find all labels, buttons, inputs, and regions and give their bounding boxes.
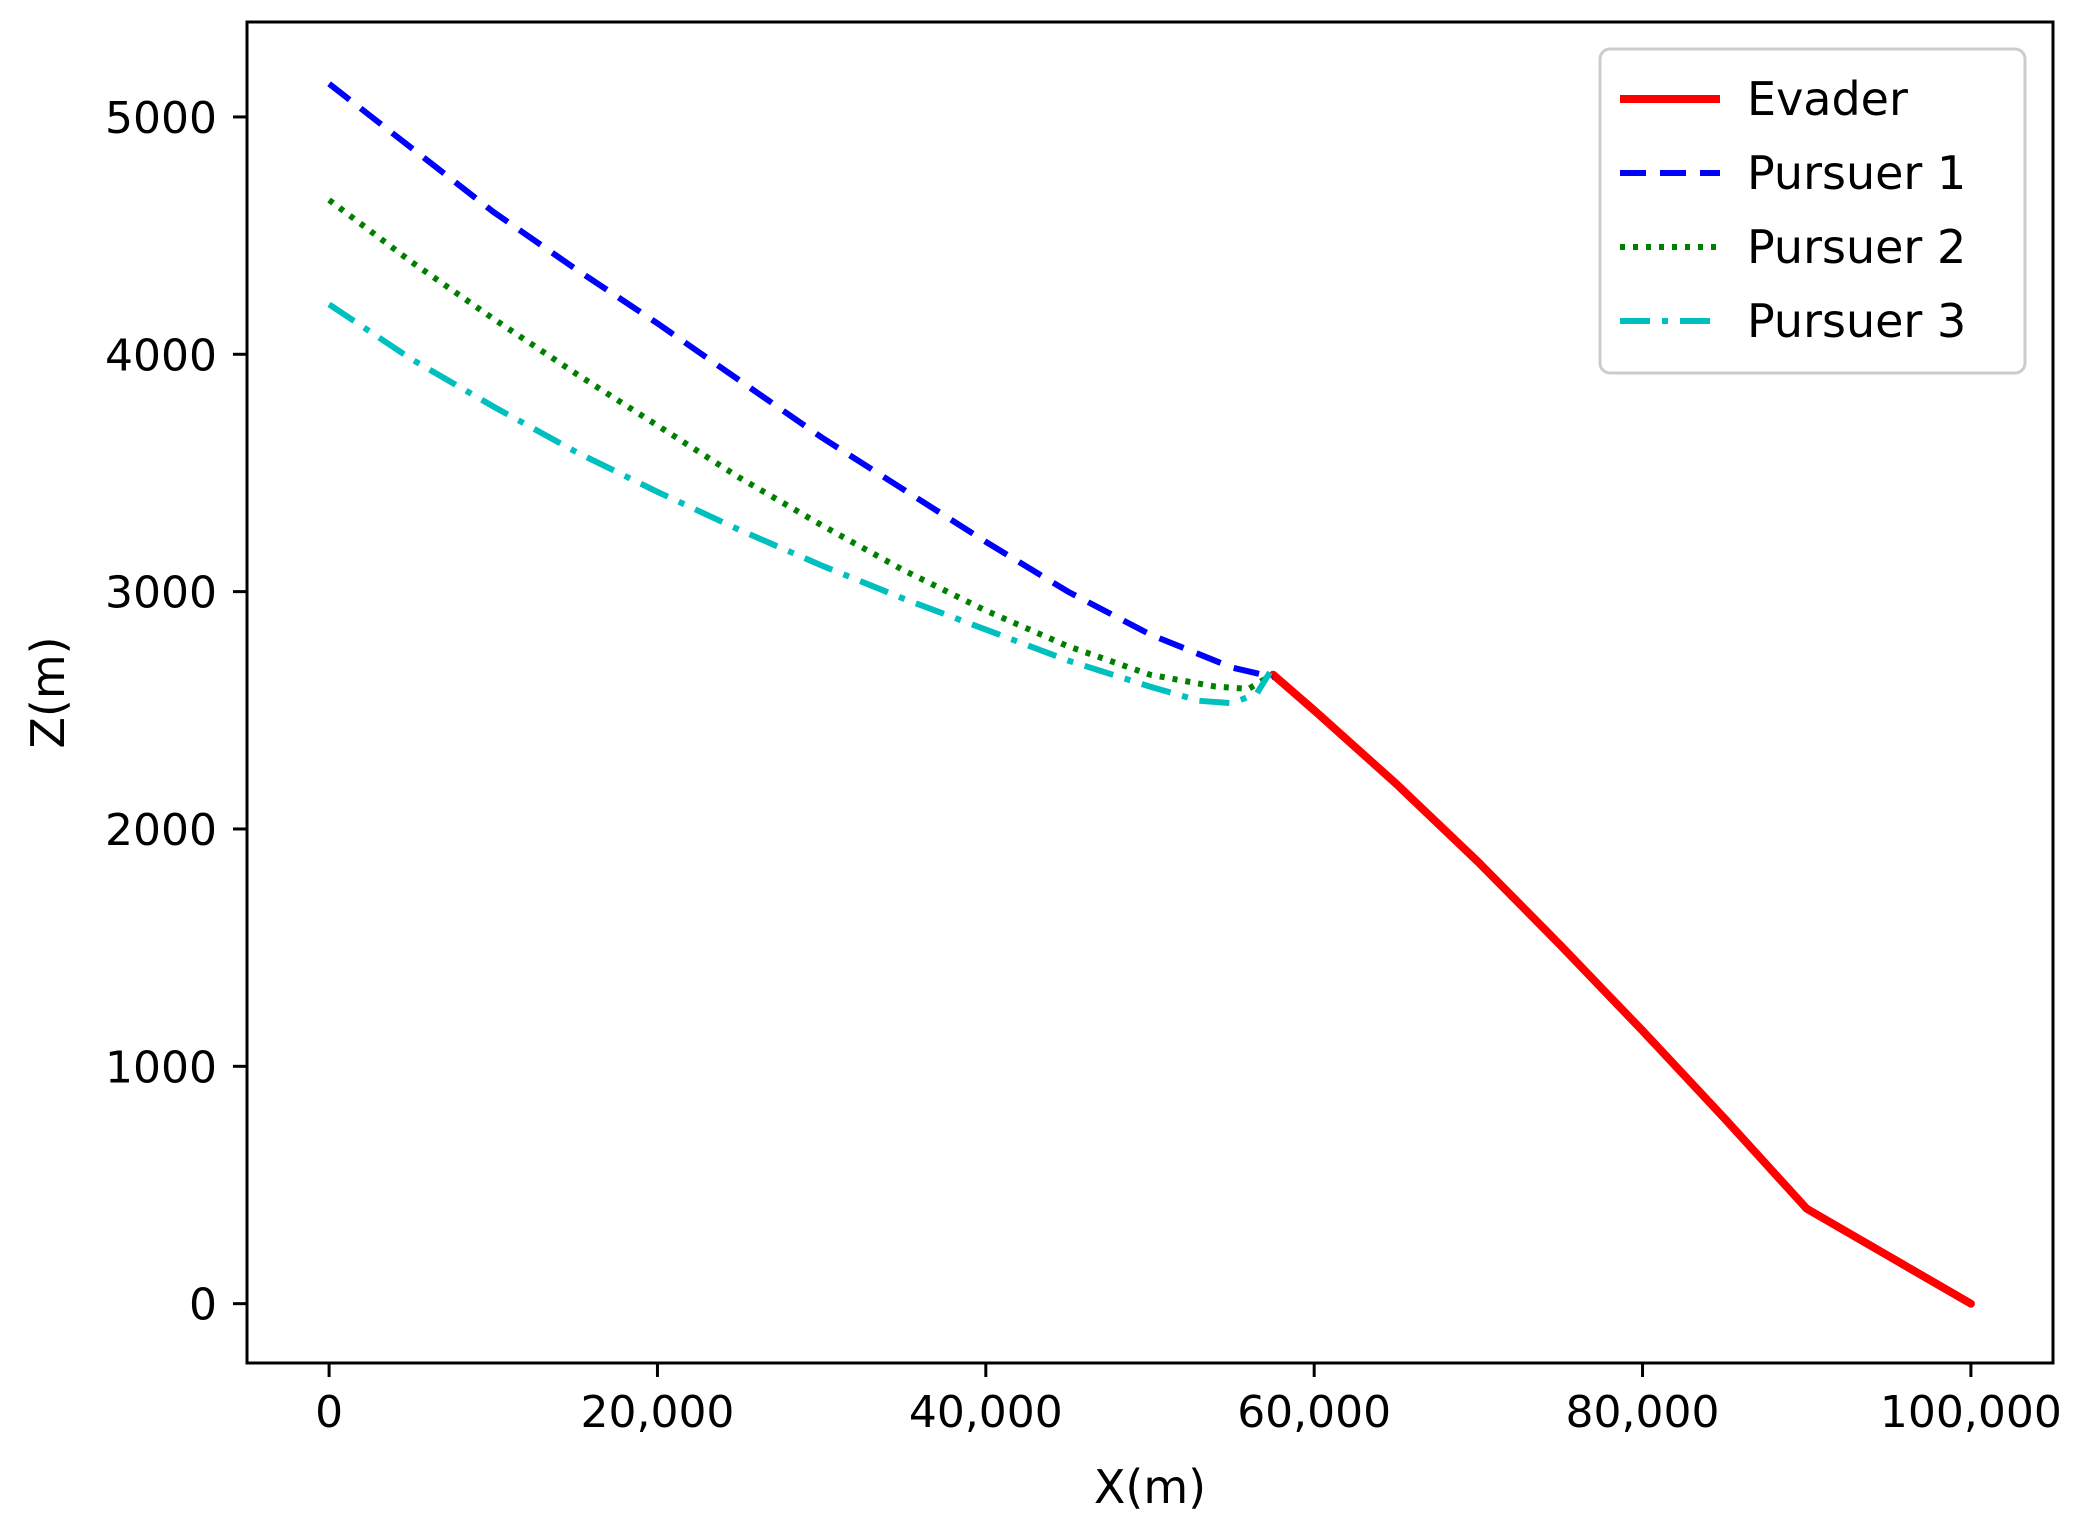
legend-label-evader: Evader (1747, 72, 1908, 126)
x-tick-label: 100,000 (1880, 1387, 2062, 1438)
series-line-pursuer-1 (327, 81, 1274, 681)
y-tick-label: 4000 (105, 330, 217, 381)
x-tick-label: 0 (315, 1387, 343, 1438)
legend-label-pursuer-2: Pursuer 2 (1747, 220, 1966, 274)
y-axis: 0 1000 2000 3000 4000 5000 (105, 93, 247, 1331)
legend: Evader Pursuer 1 Pursuer 2 Pursuer 3 (1598, 47, 2027, 375)
series-line-pursuer-2 (327, 197, 1270, 692)
legend-box (1598, 47, 2027, 375)
x-tick-label: 60,000 (1237, 1387, 1391, 1438)
y-tick-label: 1000 (105, 1042, 217, 1093)
y-tick-label: 2000 (105, 805, 217, 856)
x-tick-label: 20,000 (580, 1387, 734, 1438)
series-layer (327, 81, 1975, 1308)
x-axis: 0 20,000 40,000 60,000 80,000 100,000 (315, 1363, 2062, 1438)
y-tick-label: 5000 (105, 93, 217, 144)
legend-label-pursuer-1: Pursuer 1 (1747, 146, 1966, 200)
y-tick-label: 0 (189, 1280, 217, 1331)
y-tick-label: 3000 (105, 568, 217, 619)
legend-label-pursuer-3: Pursuer 3 (1747, 294, 1966, 348)
series-line-evader (1269, 670, 1975, 1308)
y-axis-label: Z(m) (21, 636, 75, 748)
plot-frame (245, 20, 2055, 1365)
series-line-pursuer-3 (327, 301, 1273, 707)
x-tick-label: 40,000 (909, 1387, 1063, 1438)
x-tick-label: 80,000 (1566, 1387, 1720, 1438)
x-axis-label: X(m) (1094, 1460, 1206, 1514)
